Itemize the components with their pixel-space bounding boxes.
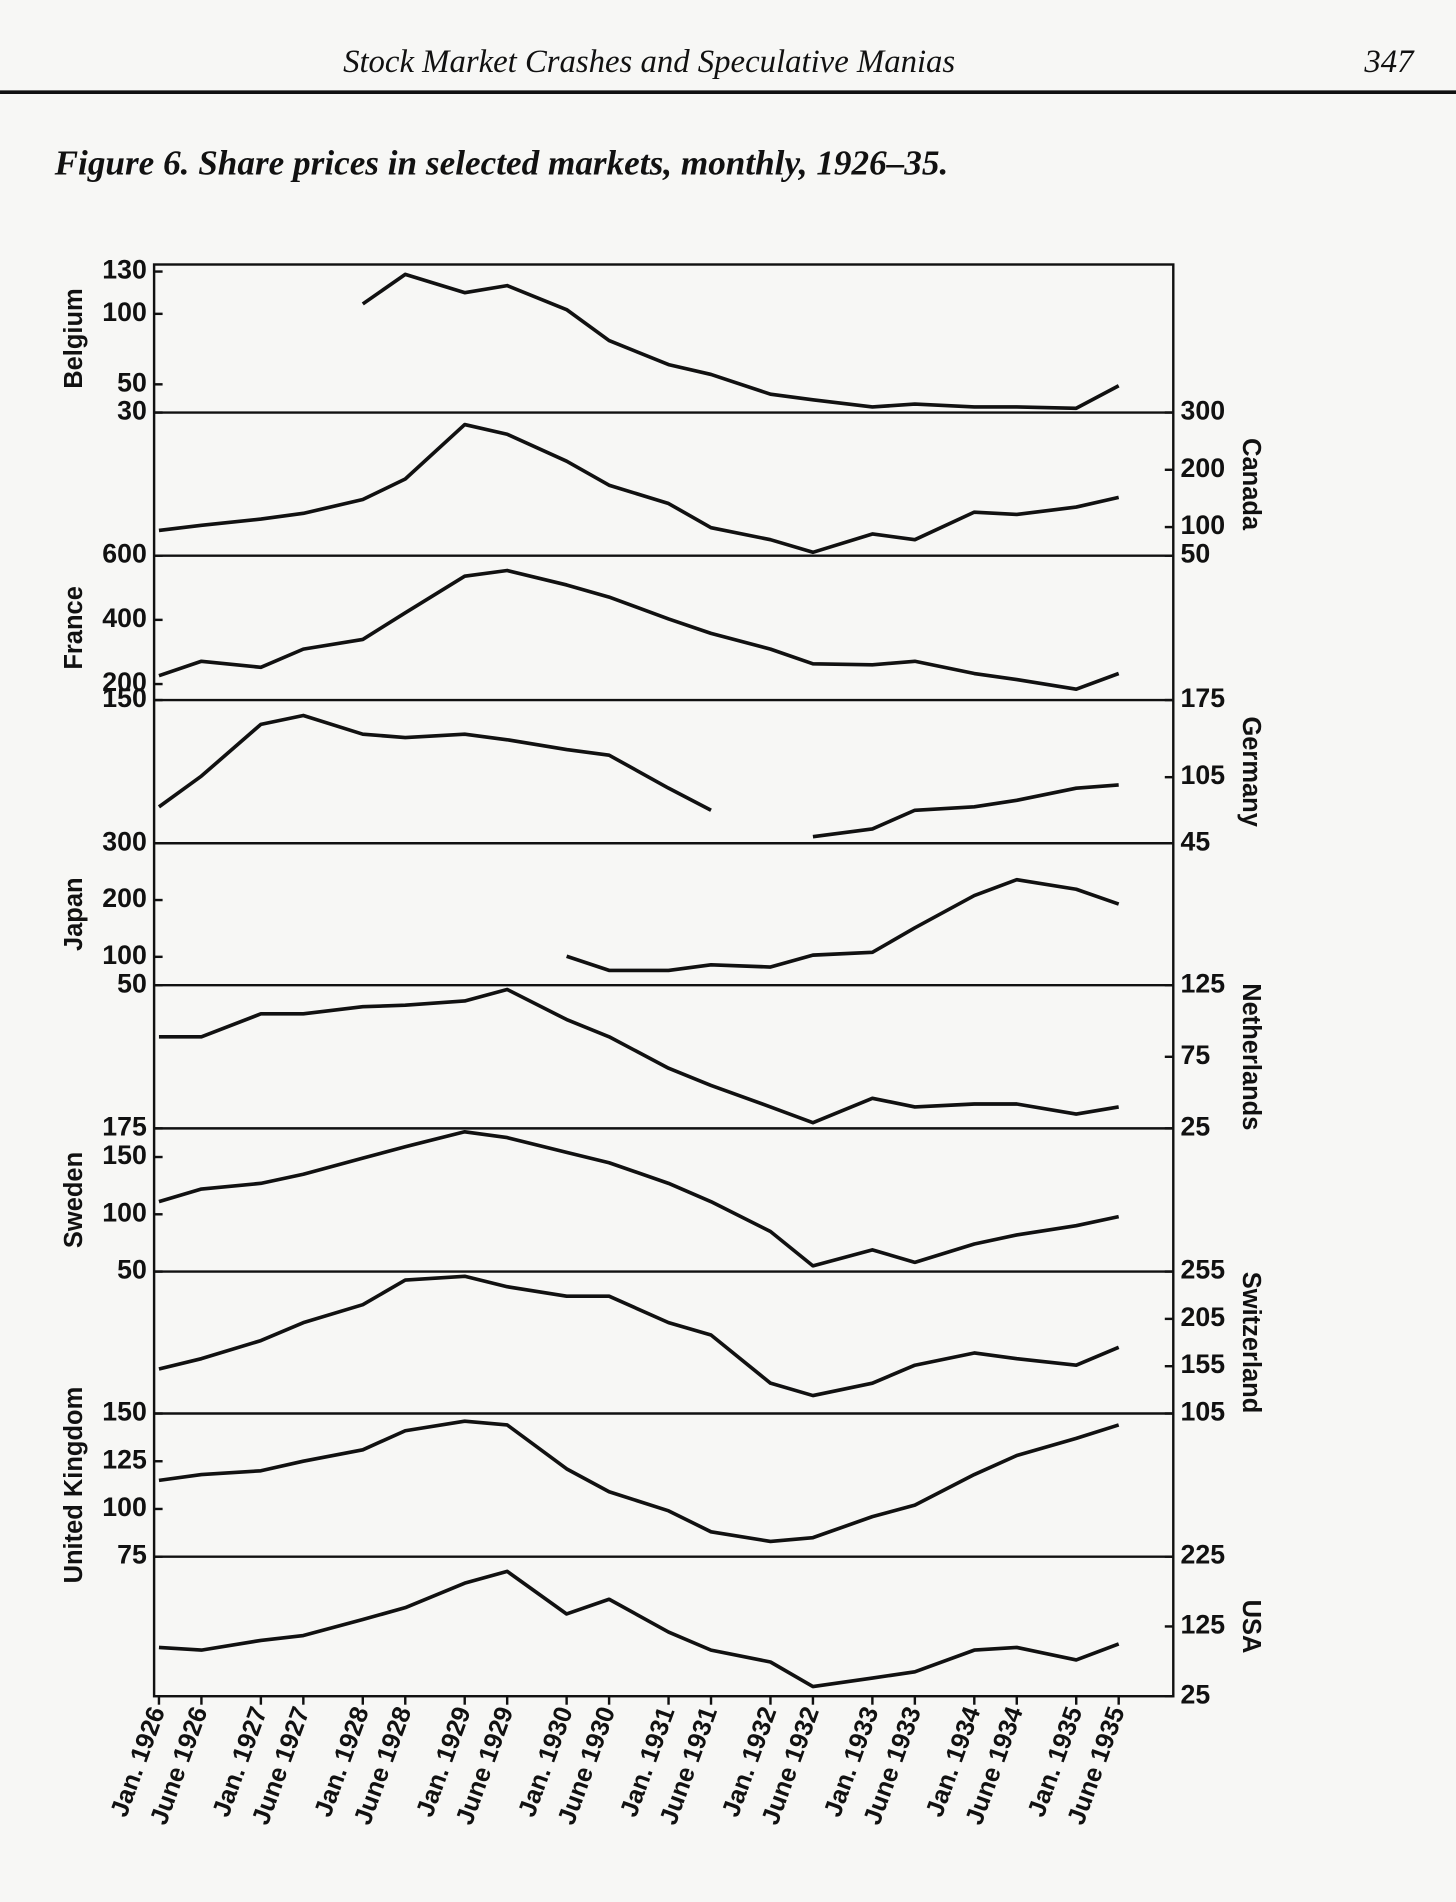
y-tick-label: 200 (102, 883, 147, 913)
y-tick-label: 255 (1181, 1255, 1226, 1285)
y-tick-label: 600 (102, 539, 147, 569)
panel-label: Switzerland (1237, 1272, 1265, 1414)
y-tick-label: 125 (102, 1444, 147, 1474)
y-tick-label: 50 (117, 367, 147, 397)
panel-label: France (60, 586, 88, 670)
y-tick-label: 205 (1181, 1302, 1226, 1332)
panel-label: Germany (1237, 716, 1265, 827)
y-tick-label: 200 (1181, 453, 1226, 483)
y-tick-label: 75 (117, 1540, 147, 1570)
y-tick-label: 100 (102, 1492, 147, 1522)
panel-label: Canada (1237, 438, 1265, 531)
y-tick-label: 30 (117, 396, 147, 426)
y-tick-label: 130 (102, 255, 147, 285)
panel-label: Sweden (60, 1152, 88, 1248)
y-tick-label: 75 (1181, 1040, 1211, 1070)
y-tick-label: 100 (1181, 510, 1226, 540)
y-tick-label: 150 (102, 683, 147, 713)
y-tick-label: 175 (102, 1111, 147, 1141)
y-tick-label: 25 (1181, 1111, 1211, 1141)
price-line (361, 272, 1120, 411)
y-tick-label: 150 (102, 1397, 147, 1427)
y-tick-label: 100 (102, 297, 147, 327)
price-line (158, 987, 1119, 1125)
y-tick-label: 150 (102, 1140, 147, 1170)
y-tick-label: 155 (1181, 1349, 1226, 1379)
y-tick-label: 100 (102, 1197, 147, 1227)
running-title: Stock Market Crashes and Speculative Man… (343, 44, 955, 80)
y-tick-label: 125 (1181, 1610, 1226, 1640)
y-tick-label: 300 (102, 826, 147, 856)
panel-label: United Kingdom (60, 1387, 88, 1584)
y-tick-label: 400 (102, 603, 147, 633)
y-tick-label: 25 (1181, 1679, 1211, 1709)
price-line (158, 1419, 1120, 1544)
price-line (566, 877, 1120, 973)
y-tick-label: 175 (1181, 683, 1226, 713)
y-tick-label: 100 (102, 940, 147, 970)
y-tick-label: 200 (102, 667, 147, 697)
panel-label: Belgium (60, 288, 88, 388)
plot-frame (152, 263, 1175, 1698)
page-number: 347 (1363, 44, 1415, 80)
y-tick-label: 50 (117, 968, 147, 998)
panel-label: USA (1237, 1600, 1265, 1654)
y-tick-label: 50 (1181, 539, 1211, 569)
y-tick-label: 105 (1181, 1397, 1226, 1427)
panel-label: Japan (60, 877, 88, 951)
price-line (158, 568, 1120, 691)
plot: 3050100130Belgium50100200300Canada150200… (60, 255, 1265, 1829)
y-tick-label: 45 (1181, 826, 1211, 856)
figure-caption: Figure 6. Share prices in selected marke… (54, 143, 949, 182)
y-tick-label: 105 (1181, 760, 1226, 790)
y-tick-label: 225 (1181, 1540, 1226, 1570)
y-tick-label: 125 (1181, 968, 1226, 998)
price-line (158, 1569, 1120, 1689)
price-line (158, 422, 1120, 555)
price-line (157, 713, 1119, 839)
price-line (158, 1274, 1120, 1398)
price-line (158, 1129, 1120, 1268)
y-tick-label: 300 (1181, 396, 1226, 426)
panel-label: Netherlands (1237, 983, 1265, 1130)
y-tick-label: 50 (117, 1255, 147, 1285)
